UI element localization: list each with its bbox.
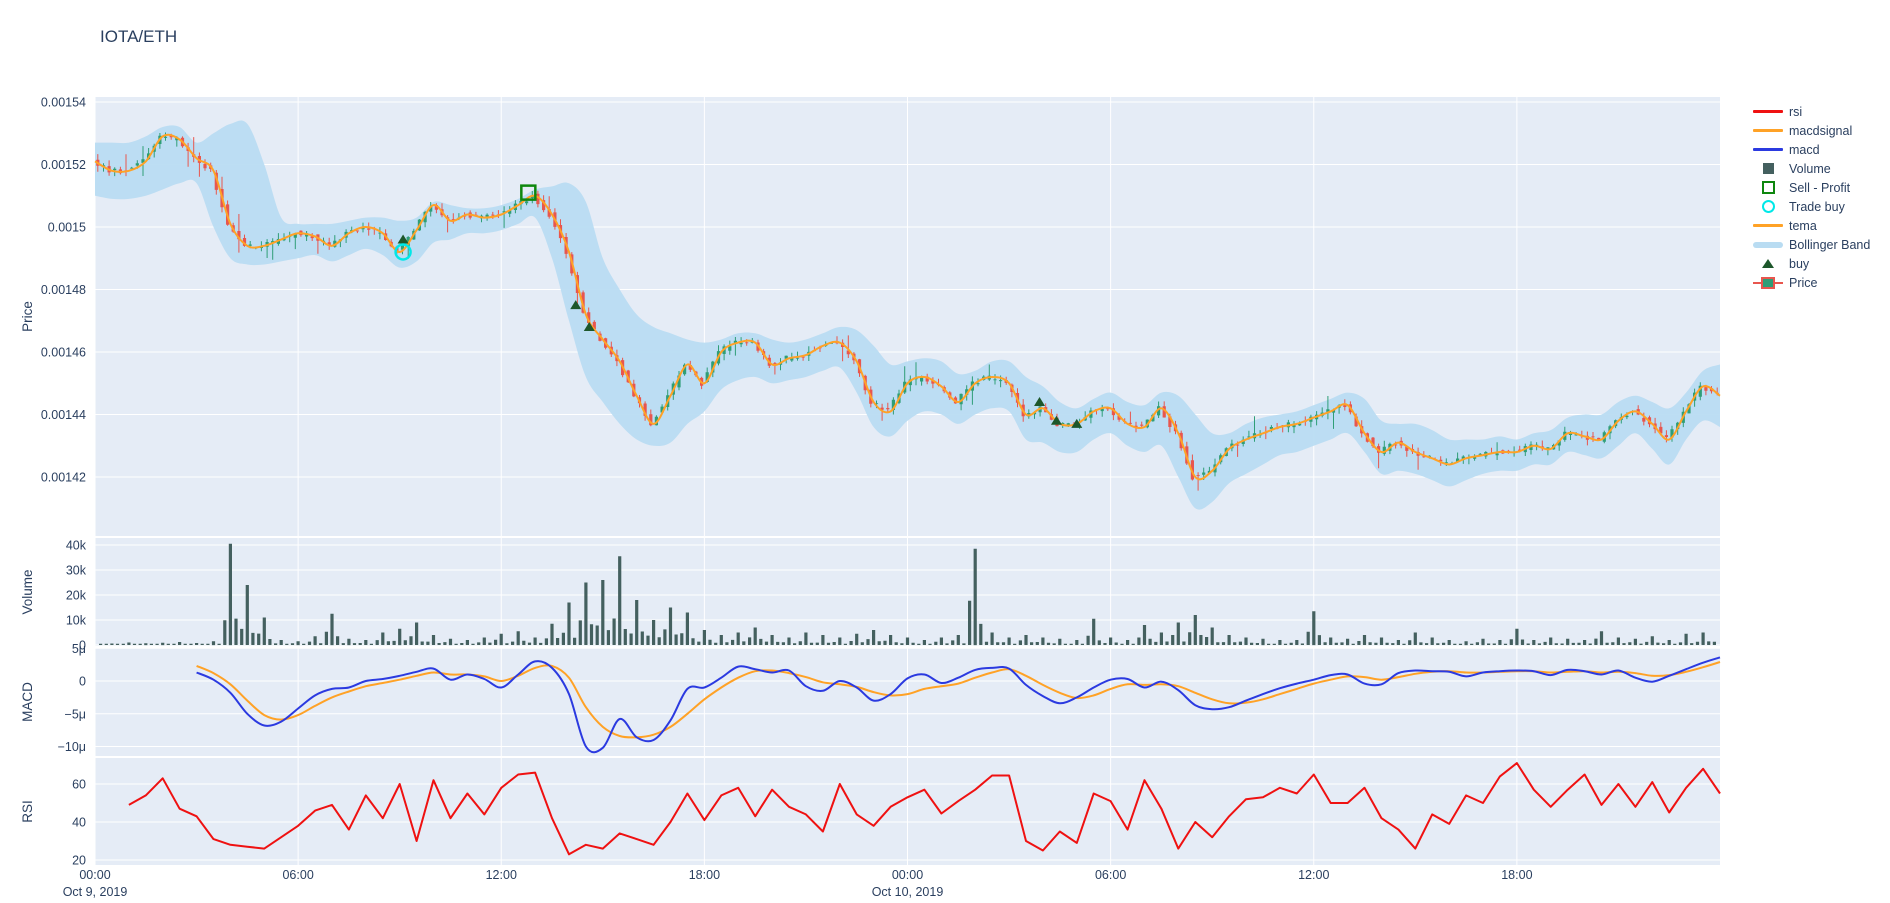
rsi-tick-label: 60 bbox=[72, 778, 86, 792]
legend-label: macdsignal bbox=[1789, 123, 1853, 138]
price-tick-label: 0.00148 bbox=[41, 283, 86, 297]
price-tick-label: 0.0015 bbox=[48, 221, 86, 235]
x-tick-label: 12:00 bbox=[486, 868, 517, 882]
price-tick-label: 0.00146 bbox=[41, 346, 86, 360]
tema-line bbox=[94, 133, 1721, 481]
bollinger-band-area bbox=[95, 120, 1720, 510]
candlestick-icon bbox=[1752, 276, 1784, 290]
volume-tick-label: 20k bbox=[66, 589, 87, 603]
macd-tick-label: 0 bbox=[79, 675, 86, 689]
legend-label: macd bbox=[1789, 142, 1820, 157]
legend-label: buy bbox=[1789, 256, 1810, 271]
macd-line bbox=[196, 656, 1721, 754]
rsi-tick-label: 40 bbox=[72, 816, 86, 830]
legend-item-price[interactable]: Price bbox=[1752, 273, 1890, 292]
macd-tick-label: 5μ bbox=[72, 642, 86, 656]
buy-triangle-icon bbox=[1752, 259, 1784, 268]
macd-tick-label: −5μ bbox=[65, 707, 86, 721]
macd-line-icon bbox=[1752, 148, 1784, 151]
x-tick-label: 06:00 bbox=[1095, 868, 1126, 882]
buy-marker bbox=[397, 234, 409, 244]
buy-marker bbox=[1071, 418, 1083, 428]
macdsignal-line bbox=[196, 661, 1721, 739]
buy-marker bbox=[583, 322, 595, 331]
volume-tick-label: 40k bbox=[66, 539, 87, 553]
sell-profit-square-icon bbox=[1752, 181, 1784, 194]
legend-label: Trade buy bbox=[1789, 199, 1845, 214]
legend-label: rsi bbox=[1789, 104, 1803, 119]
legend-item-tema[interactable]: tema bbox=[1752, 216, 1890, 235]
price-axis-title: Price bbox=[20, 301, 35, 332]
rsi-tick-label: 20 bbox=[72, 854, 86, 868]
price-tick-label: 0.00142 bbox=[41, 471, 86, 485]
legend-item-sell-profit[interactable]: Sell - Profit bbox=[1752, 178, 1890, 197]
x-date-label: Oct 9, 2019 bbox=[63, 885, 128, 899]
volume-tick-label: 10k bbox=[66, 614, 87, 628]
legend-label: Price bbox=[1789, 275, 1818, 290]
rsi-line bbox=[128, 762, 1721, 856]
macd-tick-label: −10μ bbox=[58, 740, 86, 754]
x-date-label: Oct 10, 2019 bbox=[872, 885, 944, 899]
volume-tick-label: 30k bbox=[66, 564, 87, 578]
legend-item-macd[interactable]: macd bbox=[1752, 140, 1890, 159]
legend-item-volume[interactable]: Volume bbox=[1752, 159, 1890, 178]
legend-item-bollinger[interactable]: Bollinger Band bbox=[1752, 235, 1890, 254]
price-tick-label: 0.00154 bbox=[41, 96, 86, 110]
rsi-line-icon bbox=[1752, 110, 1784, 113]
price-tick-label: 0.00152 bbox=[41, 158, 86, 172]
x-tick-label: 12:00 bbox=[1298, 868, 1329, 882]
legend-item-rsi[interactable]: rsi bbox=[1752, 102, 1890, 121]
tema-line-icon bbox=[1752, 224, 1784, 227]
sell-profit-marker bbox=[520, 184, 537, 201]
volume-axis-title: Volume bbox=[20, 569, 35, 614]
legend-label: Volume bbox=[1789, 161, 1831, 176]
price-tick-label: 0.00144 bbox=[41, 408, 86, 422]
legend-item-macdsignal[interactable]: macdsignal bbox=[1752, 121, 1890, 140]
legend: rsi macdsignal macd Volume Sell - Profit… bbox=[1752, 102, 1890, 292]
x-tick-label: 18:00 bbox=[689, 868, 720, 882]
buy-marker bbox=[570, 300, 582, 310]
volume-tick-label: 0 bbox=[79, 639, 86, 653]
volume-square-icon bbox=[1752, 163, 1784, 174]
legend-label: Bollinger Band bbox=[1789, 237, 1871, 252]
bollinger-band-icon bbox=[1752, 241, 1784, 248]
legend-label: Sell - Profit bbox=[1789, 180, 1851, 195]
legend-item-trade-buy[interactable]: Trade buy bbox=[1752, 197, 1890, 216]
macdsignal-line-icon bbox=[1752, 129, 1784, 132]
buy-marker bbox=[1050, 415, 1062, 425]
macd-axis-title: MACD bbox=[20, 682, 35, 722]
rsi-axis-title: RSI bbox=[20, 800, 35, 823]
x-tick-label: 06:00 bbox=[282, 868, 313, 882]
legend-item-buy[interactable]: buy bbox=[1752, 254, 1890, 273]
buy-marker bbox=[1034, 397, 1046, 406]
page-title: IOTA/ETH bbox=[100, 27, 178, 46]
trade-buy-marker bbox=[394, 243, 412, 261]
legend-label: tema bbox=[1789, 218, 1817, 233]
x-tick-label: 00:00 bbox=[892, 868, 923, 882]
x-tick-label: 18:00 bbox=[1501, 868, 1532, 882]
trade-buy-circle-icon bbox=[1752, 200, 1784, 213]
x-tick-label: 00:00 bbox=[79, 868, 110, 882]
